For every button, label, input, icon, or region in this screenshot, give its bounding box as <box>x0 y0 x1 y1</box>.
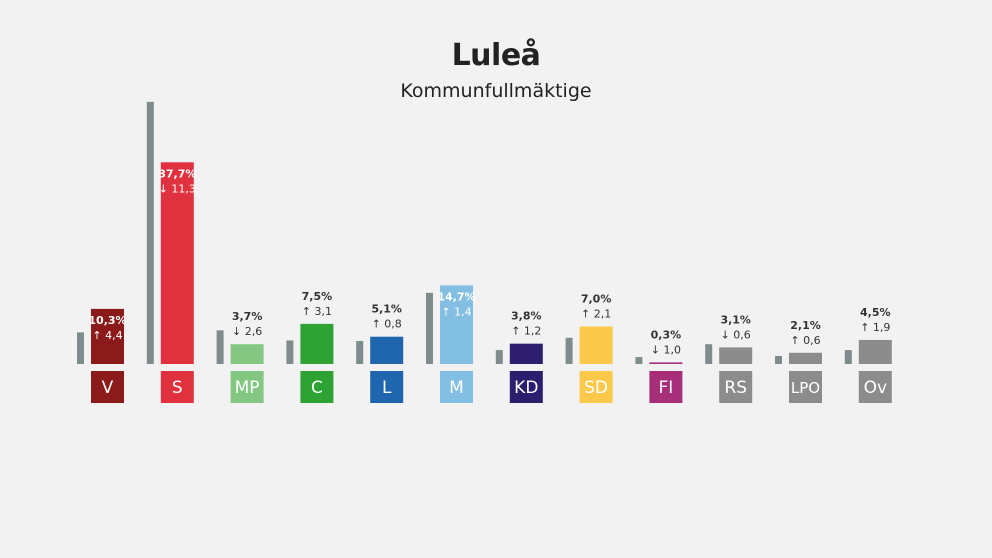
change-label-ov: ↑ 1,9 <box>860 321 890 334</box>
value-label-lpo: 2,1% <box>790 319 821 332</box>
party-label-ov: Ov <box>864 378 887 398</box>
previous-bar-c <box>286 340 294 364</box>
value-label-m: 14,7% <box>437 290 475 303</box>
value-label-ov: 4,5% <box>860 306 891 319</box>
party-label-m: M <box>449 378 464 398</box>
party-box-s <box>160 371 194 403</box>
current-bar-rs <box>719 347 753 364</box>
party-label-c: C <box>311 378 323 398</box>
party-label-rs: RS <box>724 378 747 398</box>
party-box-l <box>370 371 404 403</box>
party-label-mp: MP <box>235 378 260 398</box>
current-bar-ov <box>858 339 892 364</box>
change-label-l: ↑ 0,8 <box>372 318 402 331</box>
party-box-v <box>91 371 124 403</box>
current-bar-m <box>440 285 473 364</box>
previous-bar-l <box>356 340 364 364</box>
value-label-v: 10,3% <box>88 314 126 327</box>
chart-title: Luleå <box>451 38 541 73</box>
previous-bar-mp <box>216 330 224 364</box>
party-label-l: L <box>382 378 392 398</box>
party-label-fi: FI <box>659 378 674 398</box>
change-label-m: ↑ 1,4 <box>441 305 471 318</box>
party-box-c <box>300 371 334 403</box>
party-label-v: V <box>102 378 114 398</box>
current-bar-mp <box>230 344 264 364</box>
party-box-mp <box>230 371 264 403</box>
value-label-fi: 0,3% <box>651 328 682 341</box>
previous-bar-fi <box>635 357 643 364</box>
change-label-sd: ↑ 2,1 <box>581 308 611 321</box>
party-box-ov <box>858 371 892 403</box>
party-box-sd <box>579 371 613 403</box>
current-bar-l <box>370 336 404 364</box>
previous-bar-v <box>77 332 84 364</box>
previous-bar-m <box>426 292 433 364</box>
party-label-kd: KD <box>514 378 538 398</box>
value-label-rs: 3,1% <box>720 313 751 326</box>
change-label-s: ↓ 11,3 <box>159 182 196 195</box>
previous-bar-rs <box>705 344 713 364</box>
party-label-s: S <box>172 378 183 398</box>
party-box-kd <box>509 371 543 403</box>
value-label-s: 37,7% <box>158 167 196 180</box>
previous-bar-ov <box>844 350 852 364</box>
party-box-fi <box>649 371 683 403</box>
party-box-m <box>440 371 473 403</box>
change-label-lpo: ↑ 0,6 <box>790 334 820 347</box>
previous-bar-lpo <box>775 355 782 364</box>
current-bar-fi <box>649 362 683 364</box>
change-label-mp: ↓ 2,6 <box>232 325 262 338</box>
party-label-lpo: LPO <box>791 379 820 397</box>
current-bar-kd <box>509 343 543 364</box>
change-label-v: ↑ 4,4 <box>92 329 122 342</box>
previous-bar-kd <box>495 350 503 364</box>
party-box-lpo <box>789 371 822 403</box>
chart-subtitle: Kommunfullmäktige <box>400 80 592 102</box>
value-label-l: 5,1% <box>371 303 402 316</box>
current-bar-lpo <box>789 352 822 364</box>
value-label-sd: 7,0% <box>581 293 612 306</box>
value-label-mp: 3,7% <box>232 310 263 323</box>
value-label-kd: 3,8% <box>511 310 542 323</box>
current-bar-s <box>160 162 194 364</box>
previous-bar-s <box>146 101 154 364</box>
party-label-sd: SD <box>584 378 608 398</box>
party-box-rs <box>719 371 753 403</box>
change-label-fi: ↓ 1,0 <box>651 343 681 356</box>
change-label-rs: ↓ 0,6 <box>721 328 751 341</box>
change-label-c: ↑ 3,1 <box>302 305 332 318</box>
previous-bar-sd <box>565 337 573 364</box>
value-label-c: 7,5% <box>302 290 333 303</box>
current-bar-c <box>300 323 334 364</box>
change-label-kd: ↑ 1,2 <box>511 325 541 338</box>
current-bar-sd <box>579 326 613 364</box>
current-bar-v <box>91 308 124 364</box>
